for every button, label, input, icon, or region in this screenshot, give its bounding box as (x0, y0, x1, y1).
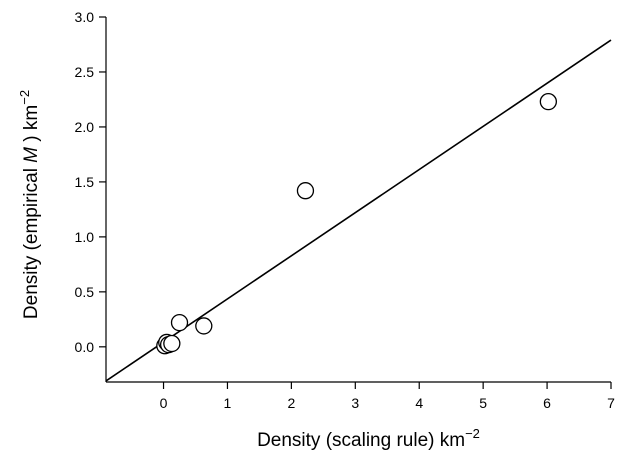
data-point (539, 93, 558, 111)
y-tick-label: 1.5 (75, 174, 95, 190)
y-tick-label: 3.0 (75, 9, 95, 25)
data-point (296, 182, 315, 200)
y-tick-label: 2.0 (75, 119, 95, 135)
x-axis-title-superscript: −2 (465, 426, 480, 441)
x-axis-title: Density (scaling rule) km−2 (257, 426, 480, 451)
y-axis-title-superscript: −2 (17, 90, 32, 105)
x-axis-title-text: Density (scaling rule) km (257, 430, 465, 451)
x-tick-label: 6 (543, 395, 551, 411)
x-tick-label: 2 (287, 395, 295, 411)
y-axis-title: Density (empirical M ) km−2 (17, 90, 42, 319)
y-axis-title-italic: M (21, 147, 42, 163)
y-tick-label: 0.0 (75, 339, 95, 355)
x-axis: 0 1 2 3 4 5 6 7 (106, 381, 615, 411)
x-tick-label: 3 (351, 395, 359, 411)
x-tick-label: 4 (415, 395, 423, 411)
y-tick-label: 0.5 (75, 284, 95, 300)
data-point (163, 334, 181, 353)
y-axis-title-prefix: Density (empirical (21, 163, 42, 319)
regression-line (105, 39, 612, 382)
y-axis-title-suffix: ) km (21, 105, 42, 147)
plot-area (105, 39, 612, 382)
x-tick-label: 7 (607, 395, 615, 411)
x-tick-label: 0 (160, 395, 168, 411)
data-point (195, 317, 213, 335)
x-tick-label: 5 (479, 395, 487, 411)
x-tick-label: 1 (224, 395, 232, 411)
data-point (170, 313, 189, 332)
y-tick-label: 2.5 (75, 64, 95, 80)
y-axis: 0.0 0.5 1.0 1.5 2.0 2.5 3.0 (75, 9, 107, 382)
y-tick-label: 1.0 (75, 229, 95, 245)
